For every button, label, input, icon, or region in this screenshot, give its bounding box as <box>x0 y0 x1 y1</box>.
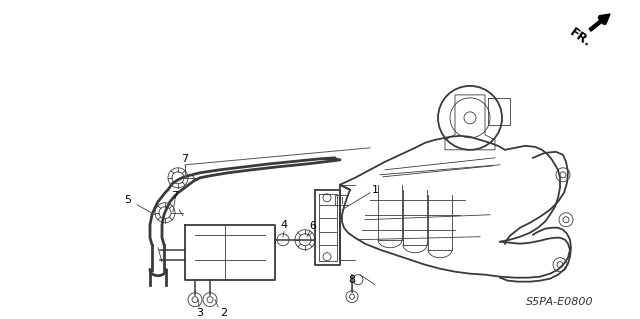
Text: 5: 5 <box>125 195 131 205</box>
Text: FR.: FR. <box>567 26 593 50</box>
Text: 2: 2 <box>220 308 228 318</box>
Text: 8: 8 <box>348 275 356 285</box>
Text: 6: 6 <box>310 221 317 231</box>
Text: 3: 3 <box>196 308 204 318</box>
Circle shape <box>207 297 213 303</box>
Text: 4: 4 <box>280 220 287 230</box>
FancyArrow shape <box>589 14 610 31</box>
Text: 7: 7 <box>172 191 179 201</box>
Text: 7: 7 <box>181 154 189 164</box>
Text: 1: 1 <box>371 185 378 195</box>
Text: S5PA-E0800: S5PA-E0800 <box>526 297 594 307</box>
Circle shape <box>349 294 355 299</box>
